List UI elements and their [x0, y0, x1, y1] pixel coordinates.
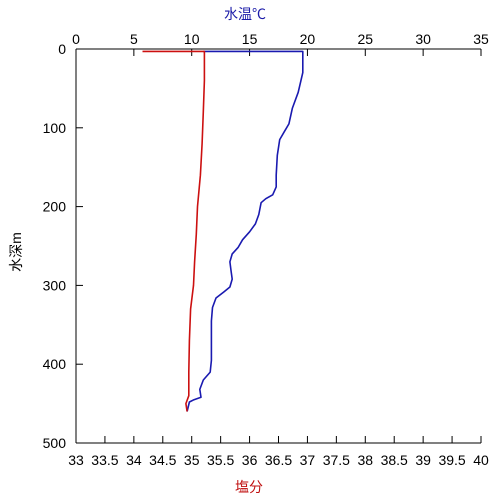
bottom-tick-label: 33	[68, 452, 84, 468]
y-axis-ticks: 0 100 200 300 400 500	[43, 41, 83, 451]
bottom-tick-label: 34.5	[149, 452, 176, 468]
y-tick-label: 100	[43, 120, 67, 136]
bottom-tick-label: 37	[300, 452, 316, 468]
bottom-axis-ticks: 33 33.5 34 34.5 35 35.5 36 36.5 37 37.5 38 38.5 39 39…	[68, 436, 489, 468]
top-tick-label: 35	[473, 31, 489, 47]
y-tick-label: 0	[58, 41, 66, 57]
top-tick-label: 0	[72, 31, 80, 47]
plot-frame	[75, 48, 481, 444]
bottom-tick-label: 36.5	[265, 452, 292, 468]
top-tick-label: 5	[130, 31, 138, 47]
bottom-tick-label: 35.5	[207, 452, 234, 468]
bottom-axis-title: 塩分	[235, 479, 263, 495]
bottom-tick-label: 40	[473, 452, 489, 468]
top-tick-label: 25	[357, 31, 373, 47]
y-axis-title: 水深m	[8, 232, 24, 272]
salinity-series-line	[142, 50, 206, 412]
bottom-tick-label: 39.5	[438, 452, 465, 468]
bottom-tick-label: 37.5	[323, 452, 350, 468]
top-tick-label: 15	[242, 31, 258, 47]
top-tick-label: 10	[184, 31, 200, 47]
y-tick-label: 200	[43, 199, 67, 215]
top-tick-label: 20	[300, 31, 316, 47]
bottom-tick-label: 38	[357, 452, 373, 468]
y-tick-label: 500	[43, 435, 67, 451]
series-layer	[142, 50, 304, 412]
top-axis-title: 水温℃	[224, 6, 266, 22]
top-tick-label: 30	[415, 31, 431, 47]
y-tick-label: 300	[43, 277, 67, 293]
bottom-tick-label: 39	[415, 452, 431, 468]
bottom-tick-label: 35	[184, 452, 200, 468]
top-axis-ticks: 0 5 10 15 20 25 30 35	[72, 31, 489, 56]
bottom-tick-label: 38.5	[381, 452, 408, 468]
bottom-tick-label: 34	[126, 452, 142, 468]
y-tick-label: 400	[43, 356, 67, 372]
bottom-tick-label: 36	[242, 452, 258, 468]
bottom-tick-label: 33.5	[91, 452, 118, 468]
temperature-series-line	[186, 50, 304, 412]
